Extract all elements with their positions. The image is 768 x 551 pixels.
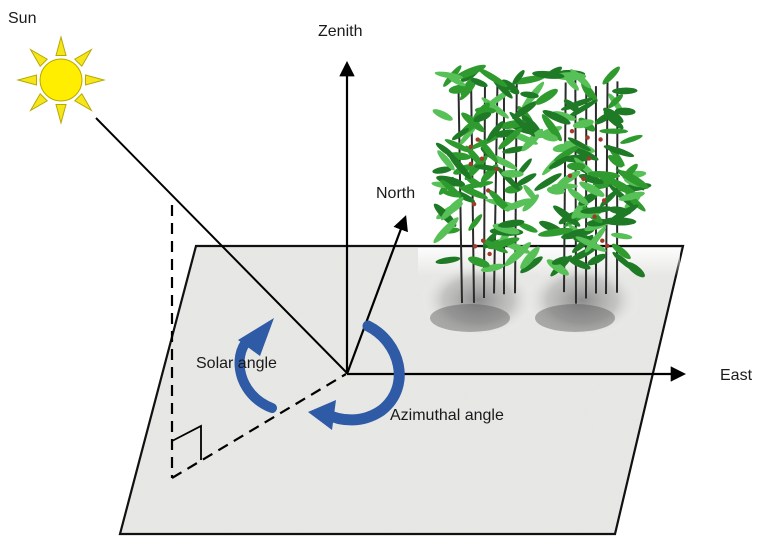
- sun-label: Sun: [8, 10, 36, 27]
- plant-fruit: [585, 135, 589, 139]
- solar-angle-label: Solar angle: [196, 355, 277, 372]
- plant-fruit: [581, 177, 585, 181]
- plant-leaf: [600, 65, 622, 87]
- plant-fruit: [469, 162, 473, 166]
- azimuthal-angle-label: Azimuthal angle: [390, 407, 504, 424]
- plant-leaf: [612, 87, 638, 94]
- sun-ray: [56, 105, 66, 124]
- north-label: North: [376, 185, 415, 202]
- plant-fruit: [602, 198, 606, 202]
- sun-icon: [18, 37, 104, 123]
- sun-ray: [56, 37, 66, 56]
- plant-fruit: [600, 239, 604, 243]
- plant-fruit: [480, 157, 484, 161]
- plant-fruit: [494, 167, 498, 171]
- plant-leaf: [599, 128, 628, 134]
- sun-ray: [75, 94, 92, 111]
- plant-fruit: [570, 129, 574, 133]
- sun-ray: [86, 75, 105, 85]
- plant-fruit: [487, 252, 491, 256]
- plant-fruit: [598, 137, 602, 141]
- plant-fruit: [587, 156, 591, 160]
- plant-fruit: [472, 202, 476, 206]
- sun-ray: [18, 75, 37, 85]
- plant-leaf: [431, 107, 454, 123]
- zenith-label: Zenith: [318, 23, 362, 40]
- plant-fruit: [481, 239, 485, 243]
- plant-leaf: [467, 213, 484, 233]
- sun-ray: [75, 50, 92, 67]
- sun-disc: [40, 59, 82, 101]
- sun-ray: [31, 50, 48, 67]
- plant-leaf: [619, 133, 643, 145]
- plant-fruit: [605, 244, 609, 248]
- plant-fruit: [469, 145, 473, 149]
- sun-ray: [31, 94, 48, 111]
- east-label: East: [720, 367, 753, 384]
- plant-fruit: [592, 214, 596, 218]
- plant-fruit: [476, 137, 480, 141]
- plant-fruit: [486, 188, 490, 192]
- plant-leaf: [611, 232, 633, 241]
- plant-fruit: [568, 174, 572, 178]
- plant-fruit: [473, 244, 477, 248]
